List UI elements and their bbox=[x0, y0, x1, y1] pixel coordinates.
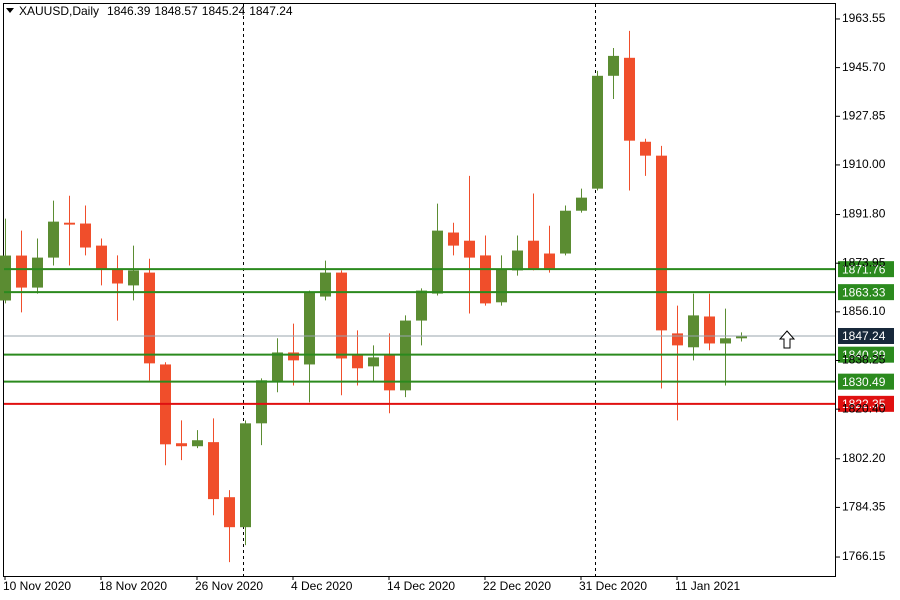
candle-body bbox=[416, 290, 427, 321]
candle-body bbox=[688, 315, 699, 348]
candle-body bbox=[592, 75, 603, 189]
candle-body bbox=[624, 57, 635, 141]
candle-body bbox=[736, 335, 747, 339]
x-tick-label: 14 Dec 2020 bbox=[387, 579, 455, 593]
candle-body bbox=[0, 255, 11, 301]
candle-body bbox=[512, 250, 523, 271]
candle-body bbox=[496, 268, 507, 303]
candle-body bbox=[128, 270, 139, 286]
level-label-box bbox=[838, 373, 894, 390]
overlay: 1847.24 1871.76 1863.33 1840.39 1830.49 1822.… bbox=[4, 261, 894, 412]
level-label: 1871.76 bbox=[842, 262, 886, 276]
close-value: 1847.24 bbox=[249, 4, 293, 18]
candle-body bbox=[384, 355, 395, 391]
candle-body bbox=[16, 255, 27, 288]
candle-body bbox=[192, 440, 203, 447]
y-tick-label: 1856.10 bbox=[842, 304, 886, 318]
candle-body bbox=[144, 272, 155, 364]
x-tick-label: 11 Jan 2021 bbox=[675, 579, 740, 593]
y-tick-label: 1784.35 bbox=[842, 500, 886, 514]
y-tick-label: 1910.00 bbox=[842, 157, 886, 171]
x-tick-label: 22 Dec 2020 bbox=[483, 579, 551, 593]
candle-body bbox=[176, 443, 187, 447]
low-value: 1845.24 bbox=[202, 4, 246, 18]
candle-body bbox=[272, 352, 283, 382]
candle-body bbox=[64, 222, 75, 225]
candle-body bbox=[336, 272, 347, 359]
candle-body bbox=[608, 55, 619, 76]
level-label-box bbox=[838, 395, 894, 412]
y-tick-label: 1945.70 bbox=[842, 60, 886, 74]
candle-body bbox=[448, 232, 459, 246]
y-tick-label: 1820.40 bbox=[842, 401, 886, 415]
x-tick-label: 26 Nov 2020 bbox=[195, 579, 263, 593]
candle-body bbox=[80, 223, 91, 248]
candle-body bbox=[720, 338, 731, 344]
y-tick-label: 1891.80 bbox=[842, 207, 886, 221]
price-label: 1847.24 bbox=[842, 329, 886, 343]
candle-body bbox=[112, 268, 123, 284]
candle-body bbox=[208, 442, 219, 500]
x-tick-label: 10 Nov 2020 bbox=[3, 579, 71, 593]
level-label-box bbox=[838, 346, 894, 363]
y-tick-label: 1927.85 bbox=[842, 108, 886, 122]
candle-body bbox=[352, 355, 363, 369]
candle-body bbox=[224, 497, 235, 528]
candle-body bbox=[432, 230, 443, 294]
menu-triangle[interactable] bbox=[6, 8, 14, 13]
candle-body bbox=[544, 253, 555, 269]
y-tick-label: 1766.15 bbox=[842, 549, 886, 563]
high-value: 1848.57 bbox=[154, 4, 198, 18]
candle-body bbox=[96, 245, 107, 269]
candle-body bbox=[320, 272, 331, 297]
candle-body bbox=[640, 141, 651, 156]
header: XAUUSD,Daily 1846.39 1848.57 1845.24 1847.24 bbox=[19, 4, 293, 18]
y-tick-label: 1838.25 bbox=[842, 353, 886, 367]
candle-body bbox=[288, 352, 299, 361]
candle-body bbox=[368, 357, 379, 367]
level-label-box bbox=[838, 284, 894, 301]
candle-body bbox=[240, 423, 251, 528]
candle-body bbox=[464, 240, 475, 258]
candle-body bbox=[656, 155, 667, 331]
x-tick-label: 18 Nov 2020 bbox=[99, 579, 167, 593]
candle-body bbox=[256, 380, 267, 424]
level-label: 1863.33 bbox=[842, 285, 886, 299]
arrow-icon bbox=[778, 330, 796, 349]
y-tick-label: 1802.20 bbox=[842, 451, 886, 465]
level-label-box bbox=[838, 261, 894, 278]
candle-body bbox=[672, 333, 683, 346]
level-label: 1822.35 bbox=[842, 397, 886, 411]
candle-body bbox=[304, 292, 315, 365]
x-tick-label: 31 Dec 2020 bbox=[579, 579, 647, 593]
symbol: XAUUSD,Daily bbox=[19, 4, 99, 18]
level-label: 1840.39 bbox=[842, 348, 886, 362]
price-label-box bbox=[838, 327, 894, 344]
candle-body bbox=[528, 240, 539, 269]
candle-body bbox=[32, 257, 43, 288]
candle-body bbox=[480, 255, 491, 304]
candle-body bbox=[560, 210, 571, 254]
candle-body bbox=[576, 197, 587, 211]
open-value: 1846.39 bbox=[107, 4, 151, 18]
candle-body bbox=[704, 316, 715, 344]
y-tick-label: 1963.55 bbox=[842, 11, 886, 25]
y-tick-label: 1873.95 bbox=[842, 255, 886, 269]
level-label: 1830.49 bbox=[842, 375, 886, 389]
x-tick-label: 4 Dec 2020 bbox=[291, 579, 353, 593]
candle-body bbox=[48, 221, 59, 258]
